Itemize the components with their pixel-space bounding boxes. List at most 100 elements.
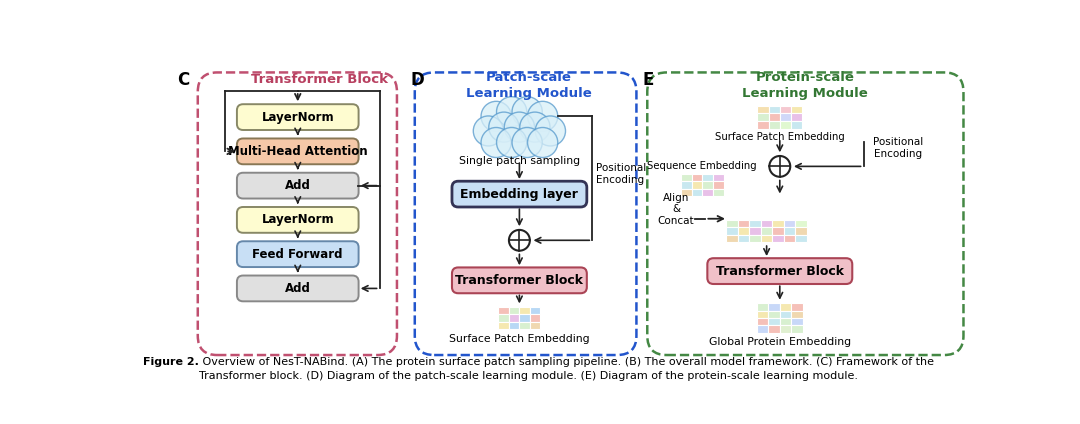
Bar (702, 181, 713, 189)
Bar (750, 220, 761, 227)
FancyBboxPatch shape (237, 241, 359, 267)
FancyBboxPatch shape (237, 276, 359, 301)
Circle shape (527, 101, 557, 131)
Bar (795, 235, 807, 243)
Bar (792, 318, 802, 325)
Bar (509, 322, 519, 329)
Bar (727, 220, 738, 227)
Text: LayerNorm: LayerNorm (261, 111, 334, 124)
Bar (738, 220, 750, 227)
Bar (768, 318, 780, 325)
Text: Positional
Encoding: Positional Encoding (874, 137, 923, 159)
Text: Protein-scale
Learning Module: Protein-scale Learning Module (743, 71, 868, 100)
FancyBboxPatch shape (237, 207, 359, 233)
FancyBboxPatch shape (451, 268, 586, 293)
Bar (530, 315, 540, 322)
Bar (784, 220, 795, 227)
Circle shape (519, 112, 550, 142)
Circle shape (527, 128, 557, 158)
Text: Figure 2.: Figure 2. (143, 357, 199, 367)
Bar (795, 227, 807, 235)
Bar (738, 235, 750, 243)
Bar (702, 174, 713, 181)
Text: Overview of NesT-NABind. (A) The protein surface patch sampling pipeline. (B) Th: Overview of NesT-NABind. (A) The protein… (199, 357, 933, 381)
Text: D: D (410, 71, 423, 89)
Bar (769, 113, 780, 121)
Bar (768, 325, 780, 333)
Circle shape (481, 128, 511, 158)
Text: Global Protein Embedding: Global Protein Embedding (708, 338, 851, 347)
Text: Embedding layer: Embedding layer (460, 187, 578, 201)
Bar (780, 318, 792, 325)
Bar (795, 220, 807, 227)
Circle shape (536, 116, 566, 146)
Bar (780, 106, 791, 113)
Bar (680, 189, 691, 196)
Circle shape (512, 128, 542, 158)
Circle shape (769, 156, 791, 177)
Bar (519, 315, 530, 322)
Text: Surface Patch Embedding: Surface Patch Embedding (715, 132, 845, 142)
Bar (769, 121, 780, 128)
Bar (769, 106, 780, 113)
Bar (530, 322, 540, 329)
Circle shape (473, 116, 503, 146)
Bar (780, 304, 792, 311)
Bar (780, 113, 791, 121)
Circle shape (509, 230, 530, 251)
Text: Add: Add (285, 179, 311, 192)
Bar (792, 325, 802, 333)
Bar (791, 113, 802, 121)
Text: Multi-Head Attention: Multi-Head Attention (228, 145, 367, 158)
Bar (691, 174, 702, 181)
FancyBboxPatch shape (707, 258, 852, 284)
Text: Feed Forward: Feed Forward (253, 248, 343, 261)
Bar (509, 315, 519, 322)
Bar (727, 235, 738, 243)
Circle shape (504, 112, 535, 142)
Bar (680, 174, 691, 181)
Text: Transformer Block: Transformer Block (456, 274, 583, 287)
Bar (791, 121, 802, 128)
Bar (757, 121, 769, 128)
FancyBboxPatch shape (237, 104, 359, 130)
Circle shape (497, 97, 527, 127)
Bar (757, 325, 768, 333)
Bar (792, 311, 802, 318)
Bar (780, 325, 792, 333)
Bar (792, 304, 802, 311)
Bar (691, 181, 702, 189)
Bar (499, 307, 509, 315)
Bar (713, 189, 724, 196)
Bar (784, 235, 795, 243)
Bar (727, 227, 738, 235)
Bar (750, 235, 761, 243)
Text: Patch-scale
Learning Module: Patch-scale Learning Module (465, 71, 592, 100)
Bar (757, 311, 768, 318)
Bar (738, 227, 750, 235)
Bar (768, 304, 780, 311)
Bar (761, 227, 772, 235)
Bar (784, 227, 795, 235)
Bar (761, 235, 772, 243)
FancyBboxPatch shape (237, 173, 359, 198)
Text: LayerNorm: LayerNorm (261, 213, 334, 226)
Circle shape (481, 101, 511, 131)
Bar (761, 220, 772, 227)
Bar (768, 311, 780, 318)
Bar (757, 106, 769, 113)
Bar (780, 121, 791, 128)
Bar (757, 318, 768, 325)
Bar (509, 307, 519, 315)
Circle shape (512, 97, 542, 127)
FancyBboxPatch shape (237, 139, 359, 164)
FancyBboxPatch shape (451, 181, 586, 207)
Circle shape (489, 112, 519, 142)
Text: Transformer Block: Transformer Block (716, 265, 843, 278)
Bar (791, 106, 802, 113)
Text: Add: Add (285, 282, 311, 295)
Bar (499, 322, 509, 329)
Bar (680, 181, 691, 189)
Bar (519, 322, 530, 329)
Text: Align
&
Concat: Align & Concat (658, 193, 694, 226)
